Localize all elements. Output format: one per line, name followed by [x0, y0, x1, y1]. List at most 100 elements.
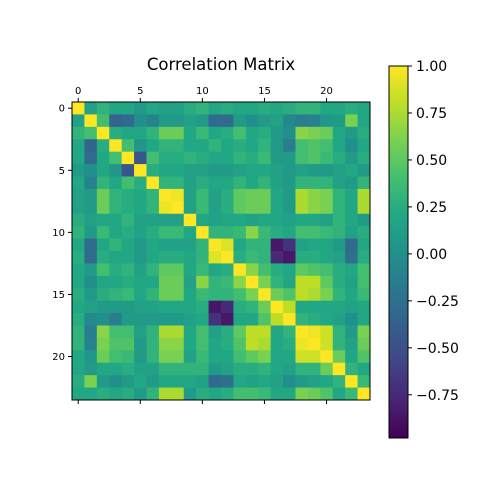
heatmap-cell — [196, 114, 209, 128]
heatmap-cell — [332, 251, 346, 264]
heatmap-cell — [171, 300, 185, 314]
heatmap-cell — [270, 325, 284, 339]
heatmap-cell — [245, 213, 259, 227]
heatmap-cell — [345, 188, 358, 202]
heatmap-cell — [295, 313, 309, 326]
heatmap-cell — [345, 362, 358, 376]
heatmap-cell — [332, 201, 346, 215]
heatmap-cell — [72, 375, 85, 388]
heatmap-cell — [270, 275, 284, 289]
heatmap-cell — [221, 375, 234, 388]
heatmap-cell — [233, 176, 247, 190]
heatmap-cell — [158, 164, 172, 177]
heatmap-cell — [183, 176, 197, 190]
heatmap-cell — [158, 350, 172, 364]
heatmap-cell — [158, 362, 172, 376]
heatmap-cell — [171, 176, 185, 190]
heatmap-cell — [208, 325, 222, 339]
heatmap-cell — [208, 139, 222, 153]
heatmap-cell — [146, 213, 160, 227]
heatmap-cell — [283, 325, 296, 339]
heatmap-cell — [258, 300, 272, 314]
heatmap-cell — [183, 375, 197, 388]
heatmap-cell — [270, 201, 284, 215]
heatmap-cell — [295, 288, 309, 302]
heatmap-cell — [158, 226, 172, 239]
heatmap-cell — [171, 114, 185, 128]
heatmap-cell — [283, 313, 296, 326]
heatmap-cell — [307, 275, 321, 289]
heatmap-cell — [183, 102, 197, 115]
heatmap-cell — [295, 300, 309, 314]
heatmap-cell — [258, 362, 272, 376]
heatmap-cell — [283, 387, 296, 401]
heatmap-cell — [183, 263, 197, 277]
heatmap-cell — [121, 201, 135, 215]
heatmap-cell — [245, 126, 259, 140]
heatmap-cell — [345, 313, 358, 326]
heatmap-cell — [171, 325, 185, 339]
heatmap-cell — [121, 387, 135, 401]
heatmap-cell — [196, 176, 209, 190]
heatmap-cell — [233, 375, 247, 388]
heatmap-cell — [332, 275, 346, 289]
heatmap-cell — [96, 213, 110, 227]
heatmap-cell — [320, 337, 334, 351]
heatmap-cell — [183, 151, 197, 165]
heatmap-cell — [158, 263, 172, 277]
heatmap-cell — [270, 313, 284, 326]
heatmap-cell — [320, 350, 334, 364]
heatmap-cell — [258, 188, 272, 202]
heatmap-cell — [72, 288, 85, 302]
heatmap-cell — [221, 226, 234, 239]
heatmap-cell — [332, 238, 346, 252]
heatmap-cell — [146, 251, 160, 264]
heatmap-cell — [146, 325, 160, 339]
heatmap-cell — [245, 337, 259, 351]
heatmap-cell — [283, 300, 296, 314]
heatmap-cell — [283, 151, 296, 165]
colorbar — [389, 66, 408, 438]
heatmap-cell — [332, 188, 346, 202]
heatmap-cell — [96, 288, 110, 302]
heatmap-cell — [84, 375, 98, 388]
heatmap-cell — [295, 226, 309, 239]
heatmap-cell — [320, 362, 334, 376]
heatmap-cell — [208, 164, 222, 177]
heatmap-cell — [345, 126, 358, 140]
heatmap-cell — [320, 300, 334, 314]
heatmap-cell — [72, 238, 85, 252]
heatmap-cell — [332, 362, 346, 376]
heatmap-cells — [72, 102, 371, 401]
heatmap-cell — [295, 387, 309, 401]
heatmap-cell — [96, 275, 110, 289]
heatmap-cell — [320, 275, 334, 289]
heatmap-cell — [183, 188, 197, 202]
heatmap-cell — [283, 226, 296, 239]
heatmap-cell — [283, 201, 296, 215]
heatmap-cell — [320, 188, 334, 202]
heatmap-cell — [196, 151, 209, 165]
heatmap-cell — [307, 337, 321, 351]
heatmap-cell — [121, 313, 135, 326]
heatmap-cell — [109, 275, 123, 289]
heatmap-cell — [196, 251, 209, 264]
heatmap-cell — [121, 238, 135, 252]
y-tick-label: 15 — [52, 290, 65, 301]
heatmap-cell — [233, 337, 247, 351]
heatmap-cell — [171, 102, 185, 115]
heatmap-cell — [96, 102, 110, 115]
heatmap-cell — [134, 213, 147, 227]
heatmap-cell — [134, 188, 147, 202]
heatmap-cell — [158, 387, 172, 401]
heatmap-cell — [345, 300, 358, 314]
heatmap-cell — [270, 114, 284, 128]
heatmap-cell — [233, 362, 247, 376]
heatmap-cell — [345, 325, 358, 339]
heatmap-cell — [134, 164, 147, 177]
colorbar-tick-label: 0.00 — [416, 247, 447, 263]
heatmap-cell — [221, 126, 234, 140]
heatmap-cell — [134, 139, 147, 153]
heatmap-cell — [208, 362, 222, 376]
heatmap-cell — [221, 201, 234, 215]
